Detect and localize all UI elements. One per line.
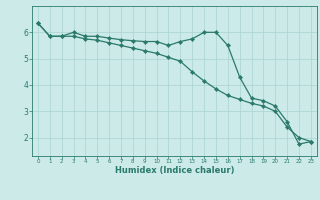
X-axis label: Humidex (Indice chaleur): Humidex (Indice chaleur): [115, 166, 234, 175]
